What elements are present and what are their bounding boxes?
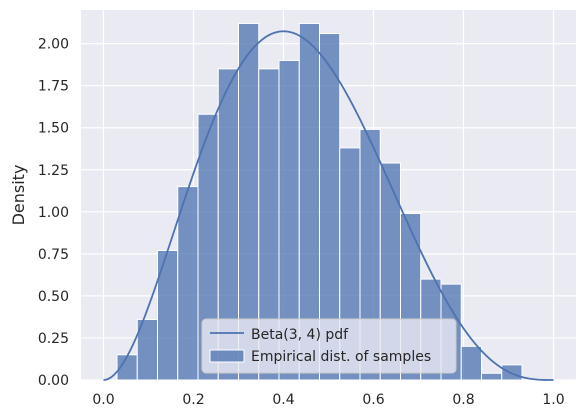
histogram-bar	[481, 372, 503, 381]
y-tick-label: 1.50	[38, 121, 69, 137]
x-tick-label: 0.4	[272, 392, 294, 408]
y-tick-label: 1.75	[38, 79, 69, 95]
pdf-curve	[103, 30, 554, 381]
y-tick-label: 0.00	[38, 373, 69, 389]
legend-box	[201, 318, 457, 374]
legend: Beta(3, 4) pdf Empirical dist. of sample…	[201, 318, 457, 374]
y-tick-label: 2.00	[38, 37, 69, 53]
y-tick-label: 1.25	[38, 163, 69, 179]
y-tick-label: 0.75	[38, 247, 69, 263]
legend-label-empirical: Empirical dist. of samples	[251, 349, 431, 365]
x-tick-label: 0.8	[452, 392, 474, 408]
y-tick-label: 1.00	[38, 205, 69, 221]
legend-patch-swatch	[209, 349, 245, 363]
x-tick-label: 0.2	[182, 392, 204, 408]
x-tick-labels: 0.0 0.2 0.4 0.6 0.8 1.0	[92, 392, 564, 408]
y-tick-label: 0.25	[38, 331, 69, 347]
histogram-bar	[177, 186, 199, 381]
histogram-bars	[116, 22, 523, 381]
x-tick-label: 0.0	[92, 392, 114, 408]
y-tick-label: 0.50	[38, 289, 69, 305]
histogram-bar	[460, 345, 482, 381]
y-tick-labels: 0.00 0.25 0.50 0.75 1.00 1.25 1.50 1.75 2.00	[38, 37, 69, 389]
legend-label-pdf: Beta(3, 4) pdf	[251, 327, 349, 343]
x-tick-label: 0.6	[362, 392, 384, 408]
y-axis-label: Density	[9, 165, 28, 226]
x-tick-label: 1.0	[542, 392, 564, 408]
